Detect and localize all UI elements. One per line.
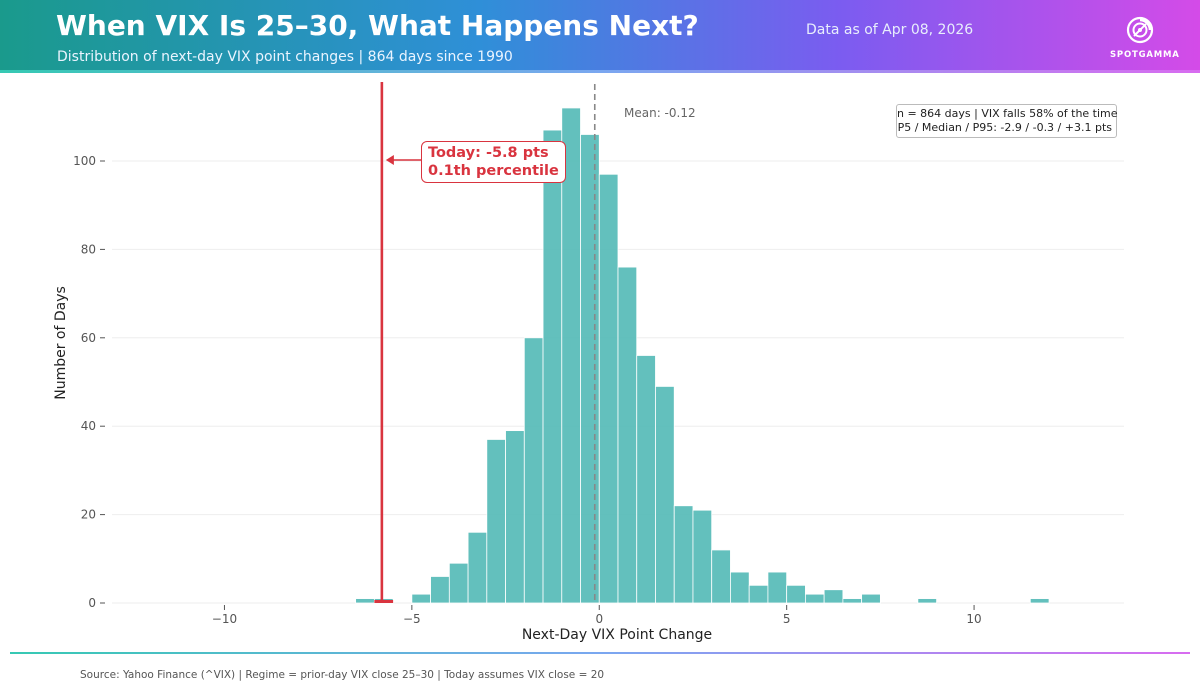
x-axis-label: Next-Day VIX Point Change [522, 627, 712, 643]
y-tick-label: 0 [88, 596, 96, 610]
y-tick-label: 60 [81, 331, 96, 345]
mean-label: Mean: -0.12 [624, 106, 696, 120]
histogram-bars [355, 107, 1050, 604]
today-annotation: Today: -5.8 pts 0.1th percentile [421, 141, 566, 183]
source-note: Source: Yahoo Finance (^VIX) | Regime = … [80, 669, 605, 681]
histogram-bar [823, 589, 844, 604]
chart-overlays [374, 82, 596, 603]
y-axis-ticks: 0 20 40 60 80 100 [73, 154, 105, 610]
header-banner [0, 0, 1200, 70]
histogram-chart: 0 20 40 60 80 100 −10 −5 0 5 10 Mean: -0.12 Next-… [53, 82, 1124, 643]
histogram-bar [355, 598, 375, 604]
spotgamma-logo-icon [1126, 16, 1154, 44]
histogram-bar [561, 107, 581, 604]
histogram-bar [805, 593, 825, 604]
x-axis-ticks: −10 −5 0 5 10 [212, 605, 982, 626]
x-tick-label: −5 [403, 612, 421, 626]
histogram-bar [430, 576, 450, 604]
y-tick-label: 100 [73, 154, 96, 168]
histogram-bar [917, 598, 937, 604]
spotgamma-logo: SPOTGAMMA [1110, 14, 1180, 64]
histogram-bar [636, 355, 656, 604]
histogram-bar [448, 562, 469, 604]
histogram-bar [617, 266, 638, 604]
page-subtitle: Distribution of next-day VIX point chang… [57, 49, 513, 65]
today-percentile-label: 0.1th percentile [428, 163, 559, 179]
histogram-bar [523, 337, 544, 604]
x-tick-label: −10 [212, 612, 237, 626]
stats-box: n = 864 days | VIX falls 58% of the time… [896, 104, 1118, 138]
x-tick-label: 10 [966, 612, 981, 626]
histogram-bar [580, 134, 600, 604]
header-divider [0, 70, 1200, 73]
data-as-of-date: Data as of Apr 08, 2026 [806, 22, 974, 38]
y-axis-label: Number of Days [53, 286, 69, 400]
histogram-bar [842, 598, 863, 604]
y-tick-label: 20 [81, 508, 96, 522]
histogram-bar [411, 593, 431, 604]
histogram-bar [692, 509, 713, 604]
footer-divider [10, 652, 1190, 654]
histogram-bar [767, 571, 788, 604]
page-title: When VIX Is 25–30, What Happens Next? [56, 9, 699, 42]
histogram-bar [655, 386, 675, 604]
histogram-bar [486, 439, 506, 604]
histogram-bar [673, 505, 694, 604]
histogram-bar [861, 593, 881, 604]
histogram-bar [505, 430, 525, 604]
today-bin-highlight [374, 600, 394, 603]
histogram-bar [467, 531, 488, 604]
histogram-bar [748, 584, 769, 604]
histogram-bar [730, 571, 750, 604]
logo-wordmark: SPOTGAMMA [1110, 50, 1180, 60]
histogram-bar [598, 173, 619, 604]
today-arrowhead [385, 155, 394, 165]
today-change-label: Today: -5.8 pts [428, 145, 549, 161]
stats-line-sample: n = 864 days | VIX falls 58% of the time [897, 107, 1118, 120]
y-tick-label: 40 [81, 419, 96, 433]
x-tick-label: 0 [595, 612, 603, 626]
x-tick-label: 5 [783, 612, 791, 626]
histogram-bar [1029, 598, 1050, 604]
stats-line-percentiles: P5 / Median / P95: -2.9 / -0.3 / +3.1 pt… [897, 121, 1112, 134]
histogram-bar [542, 129, 563, 604]
y-tick-label: 80 [81, 242, 96, 256]
histogram-bar [711, 549, 731, 604]
histogram-bar [786, 584, 806, 604]
